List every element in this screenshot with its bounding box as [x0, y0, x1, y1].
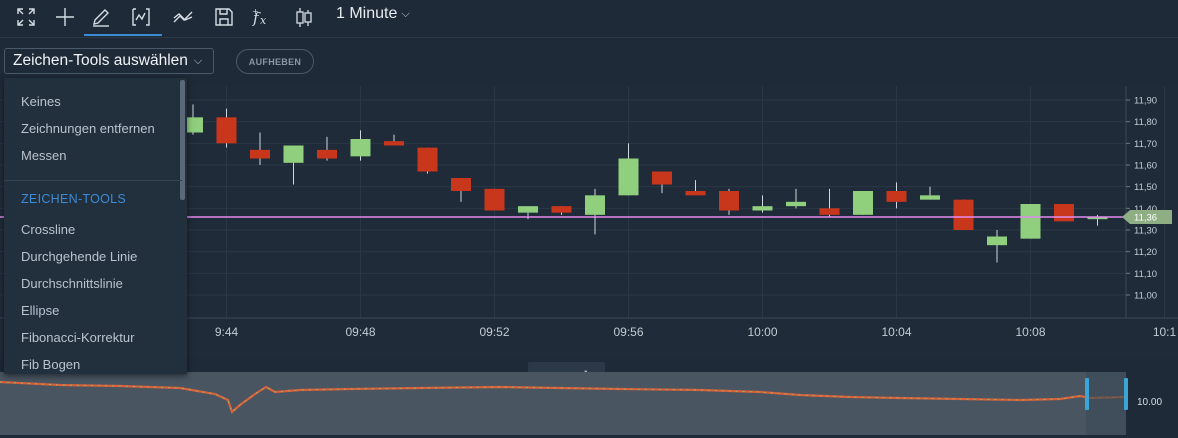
navigator[interactable]: 10.00 [0, 372, 1178, 435]
price-tick-label: 11,40 [1134, 204, 1157, 215]
chevron-down-icon: ⌵ [193, 54, 203, 67]
navigator-handle-right [1124, 378, 1128, 410]
menu-item-measure[interactable]: Messen [21, 148, 67, 163]
menu-item-fibonacci-retracement[interactable]: Fibonacci-Korrektur [21, 330, 135, 345]
menu-item-crossline[interactable]: Crossline [21, 222, 76, 237]
timeframe-selector[interactable]: 1 Minute ⌵ [336, 5, 410, 23]
price-tick-label: 11,20 [1134, 247, 1157, 258]
time-tick-label: 09:56 [613, 325, 643, 339]
price-tick-label: 11,30 [1134, 226, 1157, 237]
candlestick-chart[interactable]: 11,90 11,80 11,70 11,60 11,50 11,40 11,30 11,20… [0, 86, 1178, 358]
candle-body [819, 208, 840, 215]
menu-item-none[interactable]: Keines [21, 94, 61, 109]
candle-body [953, 199, 974, 230]
crosshair-icon[interactable] [50, 0, 80, 34]
price-tick-label: 11,50 [1134, 182, 1157, 193]
svg-text:+: + [252, 7, 259, 16]
price-tick-label: 11,00 [1134, 291, 1157, 302]
svg-text:x: x [260, 14, 267, 27]
candle-body [987, 236, 1007, 246]
candle-body [920, 195, 940, 200]
drawing-tools-dropdown: Keines Zeichnungen entfernen Messen ZEIC… [4, 78, 187, 374]
time-tick-label: 10:04 [881, 325, 911, 339]
menu-item-average-line[interactable]: Durchschnittslinie [21, 276, 123, 291]
drawing-tools-select[interactable]: Zeichen-Tools auswählen ⌵ [4, 48, 214, 74]
menu-item-remove-drawings[interactable]: Zeichnungen entfernen [21, 121, 155, 136]
navigator-chart[interactable]: 10.00 [0, 372, 1178, 435]
price-tick-label: 11,60 [1134, 161, 1157, 172]
time-tick-label: 09:52 [479, 325, 509, 339]
candle-body [350, 139, 371, 157]
indicator-icon [132, 8, 150, 26]
time-tick-label: 10:00 [747, 325, 777, 339]
candle-body [484, 188, 505, 211]
cancel-button[interactable]: AUFHEBEN [236, 49, 314, 74]
price-tick-label: 11,90 [1134, 96, 1157, 107]
svg-text:f: f [252, 9, 261, 27]
drawing-tools-select-label: Zeichen-Tools auswählen [13, 52, 188, 69]
price-tick-label: 11,80 [1134, 117, 1157, 128]
time-tick-label: 9:44 [215, 325, 239, 339]
candle-body [518, 206, 538, 213]
candle-body [719, 191, 739, 211]
candle-body [1054, 204, 1074, 222]
candle-body [752, 206, 773, 211]
current-price-label: 11,36 [1134, 213, 1157, 224]
time-tick-label: 10:1 [1153, 325, 1177, 339]
candle-body [652, 171, 672, 185]
price-chart[interactable]: 11,90 11,80 11,70 11,60 11,50 11,40 11,30 11,20… [0, 86, 1178, 391]
candle-body [417, 147, 438, 172]
navigator-handle-left [1085, 378, 1089, 410]
chevron-down-icon: ⌵ [401, 7, 410, 20]
toolbar: f x + 1 Minute ⌵ [0, 0, 1178, 38]
dropdown-scrollbar[interactable] [180, 80, 185, 200]
timeframe-label: 1 Minute [336, 5, 398, 22]
candle-type-icon[interactable] [290, 0, 318, 34]
candle-body [216, 117, 237, 144]
candle-body [283, 145, 304, 163]
navigator-background [0, 372, 1126, 435]
pencil-icon [93, 9, 109, 27]
candle-body [183, 117, 203, 133]
candle-body [853, 191, 873, 215]
save-icon[interactable] [210, 0, 238, 34]
candle-body [1087, 217, 1108, 220]
candle-body [451, 178, 471, 191]
drawing-tools-header: ZEICHEN-TOOLS [21, 192, 127, 206]
function-icon[interactable]: f x + [248, 0, 276, 34]
navigator-selection [1086, 372, 1126, 435]
candle-body [685, 191, 706, 196]
candle-body [250, 149, 270, 159]
candle-body [551, 206, 572, 213]
trend-icon[interactable] [168, 0, 198, 34]
price-tick-label: 11,10 [1134, 269, 1157, 280]
candle-body [317, 149, 337, 159]
toolbar-divider [0, 37, 1178, 38]
candle-body [886, 191, 907, 202]
navigator-price-label: 10.00 [1137, 397, 1162, 408]
time-tick-label: 09:48 [345, 325, 375, 339]
dropdown-divider [4, 180, 182, 181]
fullscreen-icon[interactable] [10, 0, 42, 34]
candle-body [1020, 204, 1041, 239]
menu-item-continuous-line[interactable]: Durchgehende Linie [21, 249, 138, 264]
draw-tools-tab[interactable] [84, 0, 162, 36]
time-tick-label: 10:08 [1015, 325, 1045, 339]
candle-body [618, 158, 639, 196]
candle-body [786, 201, 806, 207]
price-tick-label: 11,70 [1134, 139, 1157, 150]
menu-item-ellipse[interactable]: Ellipse [21, 303, 60, 318]
candle-body [384, 141, 404, 146]
menu-item-fib-arc[interactable]: Fib Bogen [21, 357, 81, 372]
candle-body [585, 195, 605, 215]
navigator-axis [1126, 372, 1178, 435]
navigator-line [0, 380, 1127, 414]
current-price-marker [1122, 210, 1172, 224]
